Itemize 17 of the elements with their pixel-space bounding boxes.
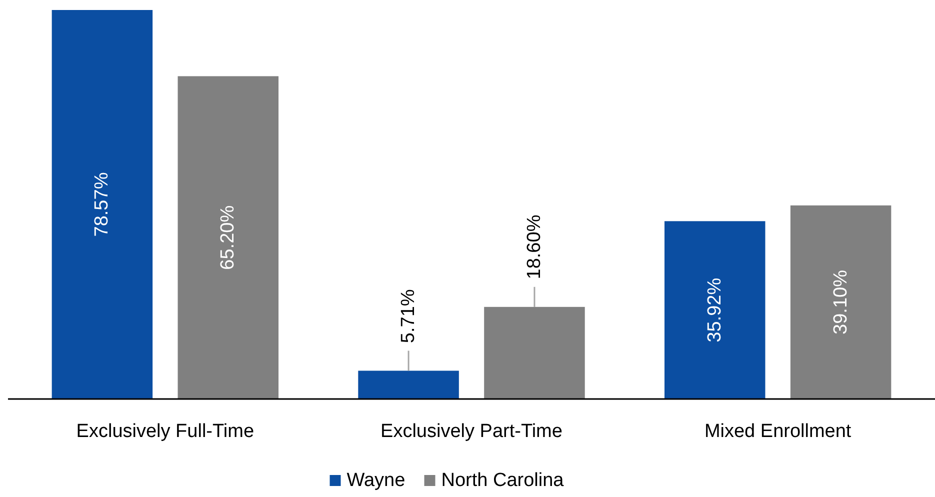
legend-label: North Carolina (441, 470, 564, 491)
data-label: 39.10% (830, 270, 852, 334)
x-tick-label: Exclusively Full-Time (76, 421, 254, 442)
data-label: 35.92% (704, 278, 726, 342)
bar (52, 10, 153, 399)
bar (358, 370, 459, 399)
data-label: 78.57% (92, 172, 113, 237)
data-label: 5.71% (398, 289, 420, 344)
x-tick-label: Mixed Enrollment (704, 421, 852, 442)
data-label: 65.20% (218, 205, 239, 270)
bar (664, 221, 766, 399)
bar (484, 306, 585, 399)
x-tick-label: Exclusively Part-Time (380, 421, 562, 442)
data-label: 18.60% (524, 214, 545, 280)
legend-label: Wayne (346, 470, 406, 491)
bar (178, 76, 279, 399)
bar (790, 205, 892, 399)
